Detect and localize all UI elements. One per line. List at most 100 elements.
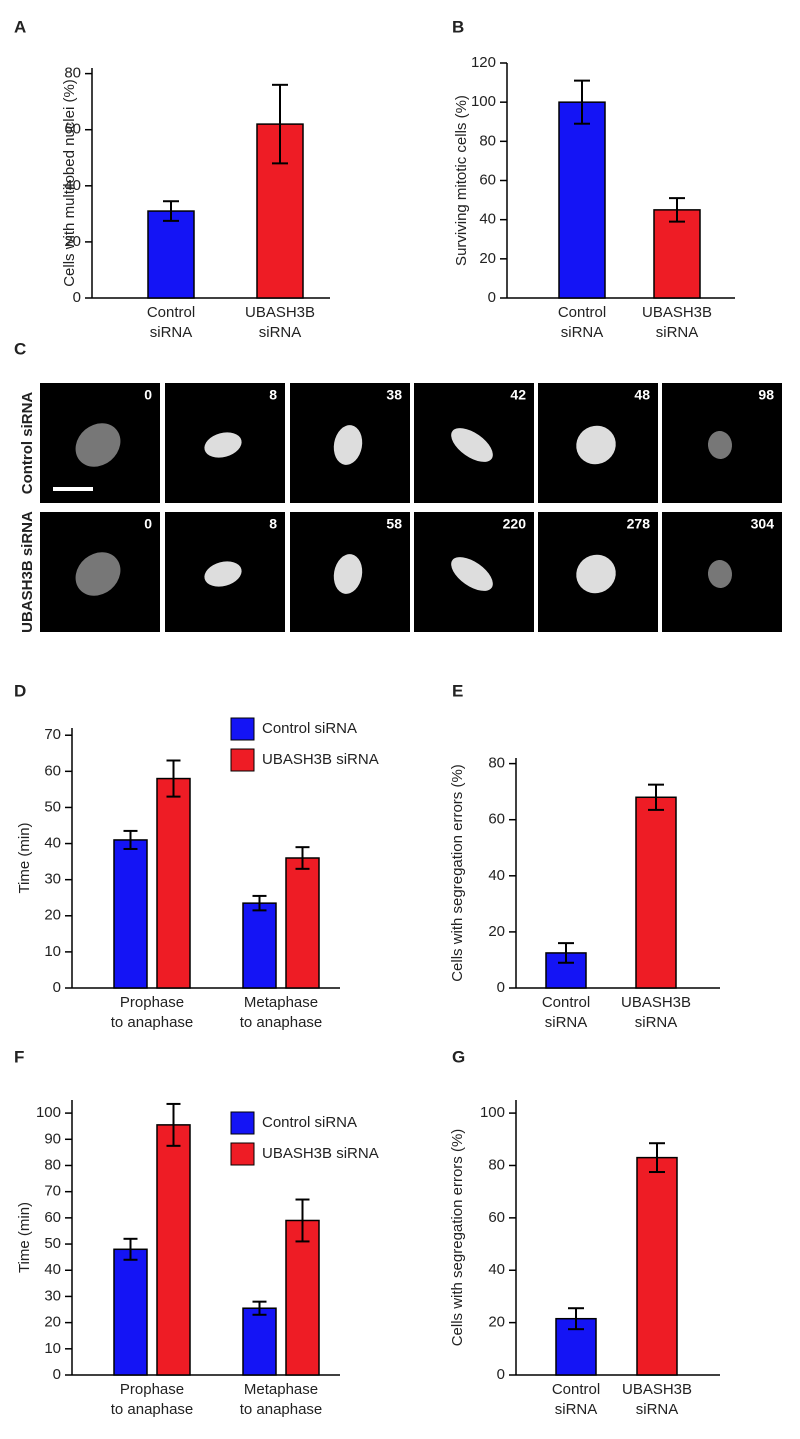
x-tick-label: Control siRNA	[147, 304, 195, 341]
y-tick-label: 20	[488, 1314, 505, 1331]
error-bar	[295, 1198, 310, 1243]
y-tick-label: 40	[44, 1261, 61, 1278]
time-label: 304	[751, 516, 775, 532]
legend-label: Control siRNA	[262, 1114, 357, 1131]
y-tick-label: 50	[44, 1235, 61, 1252]
panel-label: D	[14, 681, 26, 700]
y-tick-label: 40	[488, 1261, 505, 1278]
error-bar	[669, 197, 685, 223]
y-tick-label: 90	[44, 1130, 61, 1147]
time-label: 98	[758, 387, 774, 403]
panel-label: E	[452, 681, 463, 700]
y-axis-label: Surviving mitotic cells (%)	[453, 95, 470, 266]
chromatin	[75, 552, 121, 596]
time-label: 278	[627, 516, 651, 532]
bar	[636, 1156, 678, 1376]
y-tick-label: 0	[488, 289, 496, 306]
x-tick-label: UBASH3B siRNA	[642, 304, 712, 341]
time-label: 48	[634, 387, 650, 403]
y-tick-label: 100	[480, 1104, 505, 1121]
y-axis-label: Cells with segregation errors (%)	[449, 1129, 466, 1347]
bar	[147, 210, 195, 299]
y-tick-label: 20	[64, 233, 81, 250]
error-bar	[648, 783, 664, 811]
y-tick-label: 0	[53, 979, 61, 996]
y-tick-label: 0	[497, 979, 505, 996]
y-tick-label: 0	[73, 289, 81, 306]
legend-swatch	[230, 1142, 255, 1166]
y-tick-label: 40	[64, 177, 81, 194]
bar	[635, 796, 677, 989]
y-tick-label: 80	[488, 1156, 505, 1173]
panel-label: F	[14, 1047, 24, 1066]
y-tick-label: 60	[44, 1209, 61, 1226]
error-bar	[649, 1142, 665, 1174]
bar	[653, 209, 701, 299]
chromatin	[451, 557, 493, 591]
chromatin	[576, 554, 616, 594]
error-bar	[166, 1102, 181, 1147]
y-tick-label: 10	[44, 943, 61, 960]
chromatin	[204, 561, 242, 587]
y-tick-label: 40	[479, 211, 496, 228]
bar	[156, 1124, 191, 1376]
y-tick-label: 60	[479, 171, 496, 188]
y-axis-label: Time (min)	[16, 1202, 33, 1273]
bar	[285, 857, 320, 989]
y-tick-label: 60	[488, 811, 505, 828]
error-bar	[558, 942, 574, 964]
chromatin	[451, 428, 493, 462]
error-bar	[295, 846, 310, 870]
y-tick-label: 20	[488, 923, 505, 940]
error-bar	[272, 83, 288, 165]
panel-label: B	[452, 17, 464, 36]
time-label: 0	[144, 516, 152, 532]
bar	[113, 839, 148, 989]
y-tick-label: 100	[471, 93, 496, 110]
error-bar	[568, 1307, 584, 1331]
panel-label: G	[452, 1047, 465, 1066]
x-tick-label: Prophase to anaphase	[111, 994, 194, 1031]
chromatin	[707, 560, 733, 588]
y-tick-label: 60	[44, 762, 61, 779]
y-tick-label: 20	[479, 250, 496, 267]
bar	[558, 101, 606, 299]
error-bar	[166, 759, 181, 798]
y-tick-label: 50	[44, 798, 61, 815]
row-label: UBASH3B siRNA	[19, 511, 36, 633]
chromatin	[75, 423, 121, 467]
x-tick-label: UBASH3B siRNA	[622, 1381, 692, 1418]
y-tick-label: 60	[64, 121, 81, 138]
y-tick-label: 70	[44, 726, 61, 743]
error-bar	[252, 894, 267, 912]
legend-swatch	[230, 748, 255, 772]
error-bar	[574, 79, 590, 125]
y-tick-label: 120	[471, 54, 496, 71]
y-tick-label: 10	[44, 1340, 61, 1357]
y-tick-label: 20	[44, 907, 61, 924]
chromatin	[204, 432, 242, 458]
y-axis-label: Cells with segregation errors (%)	[449, 764, 466, 982]
y-tick-label: 30	[44, 1287, 61, 1304]
row-label: Control siRNA	[19, 392, 36, 495]
y-tick-label: 80	[64, 65, 81, 82]
y-tick-label: 60	[488, 1209, 505, 1226]
y-axis-label: Cells with multilobed nuclei (%)	[61, 79, 78, 287]
error-bar	[252, 1300, 267, 1316]
y-tick-label: 0	[497, 1366, 505, 1383]
x-tick-label: UBASH3B siRNA	[621, 994, 691, 1031]
legend-label: UBASH3B siRNA	[262, 751, 379, 768]
x-tick-label: Control siRNA	[552, 1381, 600, 1418]
y-tick-label: 20	[44, 1314, 61, 1331]
y-tick-label: 80	[488, 755, 505, 772]
time-label: 8	[269, 516, 277, 532]
error-bar	[163, 200, 179, 222]
legend-swatch	[230, 1111, 255, 1135]
legend-swatch	[230, 717, 255, 741]
error-bar	[123, 1237, 138, 1261]
x-tick-label: Control siRNA	[558, 304, 606, 341]
bar	[113, 1248, 148, 1376]
time-label: 8	[269, 387, 277, 403]
time-label: 38	[386, 387, 402, 403]
